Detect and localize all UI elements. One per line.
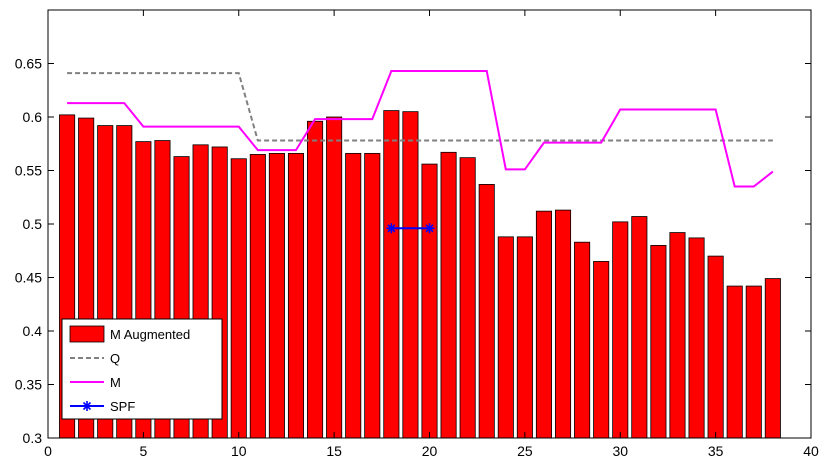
bar — [726, 285, 743, 439]
x-tick-label: 15 — [326, 443, 342, 459]
y-tick-label: 0.5 — [23, 216, 43, 232]
bar — [612, 221, 629, 439]
bar — [707, 255, 724, 439]
legend-label: M Augmented — [110, 327, 190, 342]
y-tick-label: 0.45 — [15, 270, 42, 286]
bar — [593, 261, 610, 439]
star-marker — [82, 401, 92, 411]
star-marker — [386, 223, 397, 234]
bar — [421, 163, 438, 439]
legend: M Augmented QM SPF — [61, 318, 223, 420]
y-tick-label: 0.3 — [23, 430, 43, 446]
y-tick-label: 0.35 — [15, 377, 42, 393]
bar — [383, 110, 400, 439]
x-tick-label: 35 — [708, 443, 724, 459]
x-tick-label: 40 — [803, 443, 819, 459]
y-tick-label: 0.65 — [15, 56, 42, 72]
bar — [631, 216, 648, 439]
bar — [745, 285, 762, 439]
bar — [345, 152, 362, 439]
bar — [268, 152, 285, 439]
bar — [669, 232, 686, 439]
bar — [440, 151, 457, 439]
x-tick-label: 30 — [612, 443, 628, 459]
bar — [764, 278, 781, 439]
bar — [402, 111, 419, 439]
bar — [459, 157, 476, 439]
legend-swatch-bars — [69, 325, 105, 343]
bar — [478, 184, 495, 439]
lines-layer — [67, 69, 774, 234]
bar — [574, 241, 591, 439]
star-marker — [424, 223, 435, 234]
legend-label: M — [110, 375, 121, 390]
x-tick-label: 0 — [44, 443, 52, 459]
bar — [249, 154, 266, 439]
x-tick-label: 25 — [517, 443, 533, 459]
y-tick-label: 0.4 — [23, 323, 43, 339]
bar — [650, 244, 667, 439]
y-tick-label: 0.6 — [23, 109, 43, 125]
bar — [535, 210, 552, 439]
y-tick-label: 0.55 — [15, 163, 42, 179]
legend-label: Q — [110, 351, 120, 366]
bar — [287, 152, 305, 439]
bar — [497, 236, 514, 439]
x-tick-label: 20 — [422, 443, 438, 459]
bar — [307, 120, 324, 439]
bar — [364, 152, 381, 439]
bar — [688, 237, 705, 439]
series-line-m — [67, 69, 774, 188]
x-tick-label: 5 — [139, 443, 147, 459]
bar — [230, 158, 247, 439]
legend-label: SPF — [110, 399, 135, 414]
bar — [554, 209, 572, 439]
bar — [326, 116, 343, 439]
series-line-q — [67, 72, 773, 142]
x-tick-label: 10 — [231, 443, 247, 459]
ticks-layer: 0 5 10 15 20 25 30 35 40 0.3 0.35 0.4 0.45 0.5 0.55 0.6… — [15, 10, 819, 459]
bar — [516, 236, 533, 439]
